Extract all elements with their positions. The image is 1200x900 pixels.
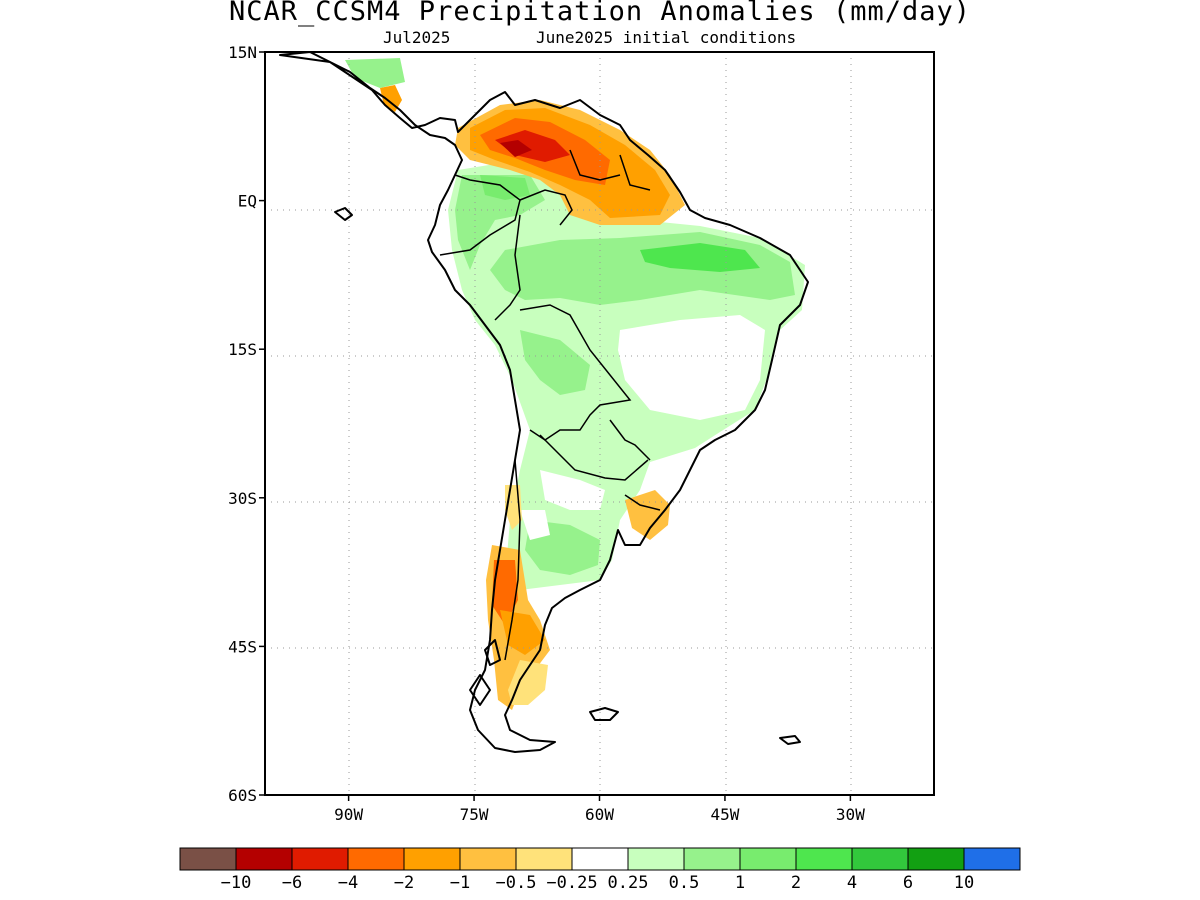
lat-tick-label: 45S bbox=[228, 637, 257, 656]
colorbar-label: −0.5 bbox=[496, 873, 537, 893]
colorbar-label: −10 bbox=[221, 873, 252, 893]
colorbar-label: 2 bbox=[791, 873, 801, 893]
anomaly-fields bbox=[345, 58, 805, 710]
colorbar-swatch bbox=[291, 847, 349, 871]
forecast-month: Jul2025 bbox=[383, 28, 451, 47]
lat-tick-label: 60S bbox=[228, 786, 257, 805]
colorbar-label: 0.5 bbox=[669, 873, 700, 893]
colorbar-swatch bbox=[907, 847, 965, 871]
colorbar-swatch bbox=[627, 847, 685, 871]
coastline bbox=[279, 52, 809, 753]
colorbar-swatch bbox=[739, 847, 797, 871]
colorbar-label: 10 bbox=[954, 873, 974, 893]
colorbar-swatch bbox=[459, 847, 517, 871]
colorbar-swatch bbox=[515, 847, 573, 871]
lon-tick-label: 45W bbox=[710, 805, 739, 824]
lat-tick-label: 15N bbox=[228, 43, 257, 62]
lon-tick-label: 75W bbox=[460, 805, 489, 824]
colorbar-label: 6 bbox=[903, 873, 913, 893]
colorbar-swatch bbox=[683, 847, 741, 871]
country-borders bbox=[439, 149, 661, 661]
axis-labels: 15N EQ 15S 30S 45S 60S 90W 75W 60W 45W 30W bbox=[228, 43, 865, 824]
colorbar-label: 4 bbox=[847, 873, 857, 893]
colorbar-label: −1 bbox=[450, 873, 470, 893]
map-title: NCAR_CCSM4 Precipitation Anomalies (mm/d… bbox=[229, 0, 971, 27]
wet-anomaly-region bbox=[448, 160, 805, 590]
colorbar-swatch bbox=[347, 847, 405, 871]
dry-anomaly-region bbox=[345, 58, 685, 710]
colorbar-label: 0.25 bbox=[608, 873, 649, 893]
colorbar-swatch bbox=[235, 847, 293, 871]
lat-tick-label: 30S bbox=[228, 489, 257, 508]
lat-tick-label: EQ bbox=[238, 192, 257, 211]
lat-tick-label: 15S bbox=[228, 340, 257, 359]
colorbar-label: −6 bbox=[282, 873, 302, 893]
colorbar-swatch bbox=[179, 847, 237, 871]
colorbar-swatch bbox=[795, 847, 853, 871]
lon-tick-label: 90W bbox=[334, 805, 363, 824]
lon-tick-label: 60W bbox=[585, 805, 614, 824]
colorbar-swatch bbox=[963, 847, 1021, 871]
colorbar-label: 1 bbox=[735, 873, 745, 893]
colorbar-label: −4 bbox=[338, 873, 358, 893]
colorbar-swatch bbox=[571, 847, 629, 871]
colorbar-label: −2 bbox=[394, 873, 414, 893]
colorbar-swatch bbox=[403, 847, 461, 871]
lon-tick-label: 30W bbox=[836, 805, 865, 824]
colorbar: −10 −6 −4 −2 −1 −0.5 −0.25 0.25 0.5 1 2 4 6 10 bbox=[179, 847, 1021, 893]
colorbar-label: −0.25 bbox=[546, 873, 597, 893]
axis-ticks bbox=[259, 51, 852, 801]
colorbar-swatch bbox=[851, 847, 909, 871]
initial-conditions-label: June2025 initial conditions bbox=[536, 28, 797, 47]
